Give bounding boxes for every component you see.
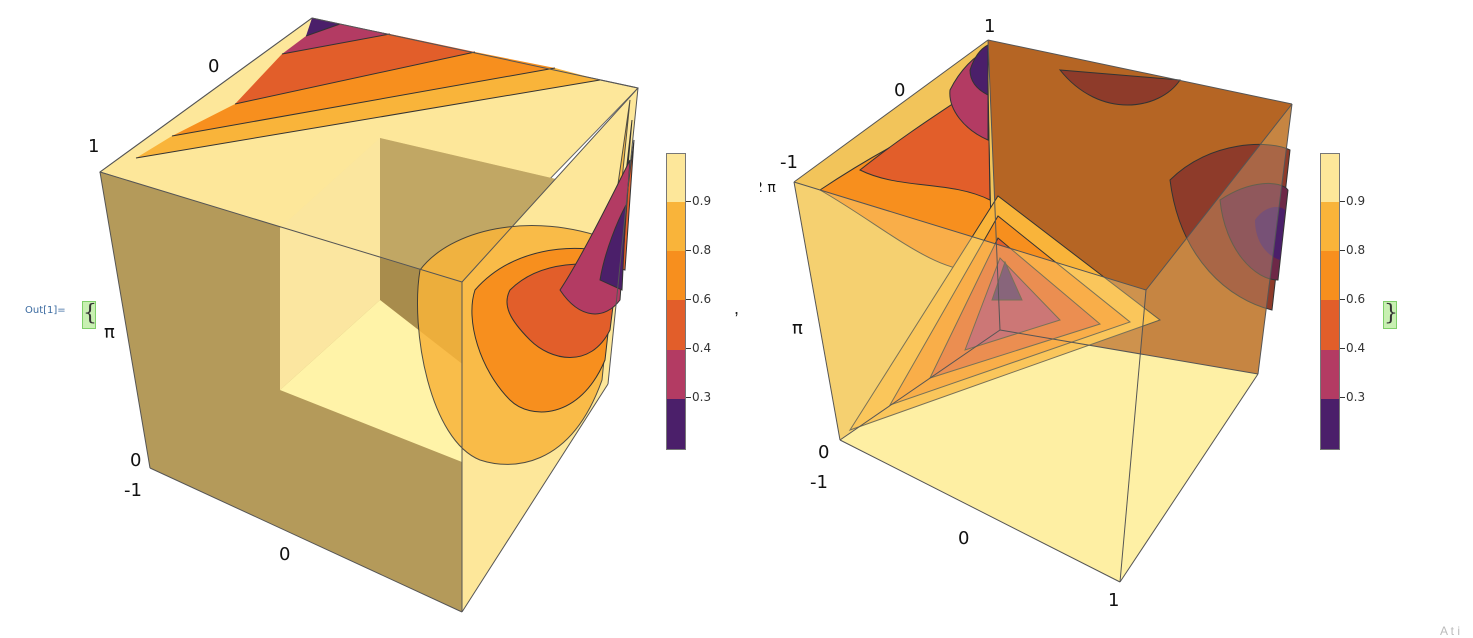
- pyramid-purple: [991, 260, 1023, 301]
- legend-label: 0.9: [1346, 194, 1366, 208]
- legend-label: 0.6: [692, 292, 712, 306]
- contour-plot-3d-left[interactable]: 0 1 π 0 -1 0: [90, 0, 730, 637]
- contour-plot-3d-right[interactable]: 1 0 -1 2 π π 0 -1 0 1: [760, 0, 1460, 637]
- notch-wall-left: [280, 138, 380, 390]
- tick-label: 0: [818, 442, 829, 463]
- tick-label: -1: [810, 472, 828, 493]
- tick-label: 0: [958, 528, 969, 549]
- legend-label: 0.3: [692, 390, 712, 404]
- contour-back-right-top: [1058, 69, 1181, 106]
- legend-label: 0.9: [692, 194, 712, 208]
- contour-band-red: [235, 34, 475, 104]
- color-legend-right: 0.3 0.4 0.6 0.8 0.9: [1320, 153, 1430, 453]
- close-brace-badge[interactable]: }: [1383, 301, 1398, 329]
- legend-label: 0.4: [692, 341, 712, 355]
- tick-label: π: [104, 322, 115, 343]
- tick-label: 1: [1108, 590, 1119, 611]
- tick-label: 1: [90, 136, 99, 157]
- legend-label: 0.8: [1346, 243, 1366, 257]
- legend-bar: [666, 153, 686, 450]
- tick-label: 0: [208, 56, 219, 77]
- color-legend-left: 0.3 0.4 0.6 0.8 0.9: [666, 153, 776, 453]
- pyramid-magenta: [964, 257, 1061, 351]
- contour-band-magenta: [282, 24, 390, 54]
- contour-band-orange: [172, 52, 555, 136]
- tick-label: -1: [780, 152, 798, 173]
- tick-label: -1: [124, 480, 142, 501]
- contour-back-right-magenta: [1219, 182, 1289, 281]
- tick-label: 1: [984, 16, 995, 37]
- legend-label: 0.4: [1346, 341, 1366, 355]
- legend-label: 0.3: [1346, 390, 1366, 404]
- legend-label: 0.8: [692, 243, 712, 257]
- tick-label: 0: [130, 450, 141, 471]
- tick-label: π: [792, 318, 803, 339]
- tick-label: 0: [894, 80, 905, 101]
- output-cell-label: Out[1]=: [25, 305, 66, 316]
- bounding-box: [99, 17, 639, 613]
- contour-back-left-purple: [969, 44, 989, 96]
- bounding-box: [793, 39, 1293, 583]
- tick-label: 0: [279, 544, 290, 565]
- legend-bar: [1320, 153, 1340, 450]
- watermark-text: A t i: [1440, 624, 1461, 638]
- contour-band-amber: [136, 68, 600, 158]
- list-separator: ,: [734, 298, 740, 318]
- legend-label: 0.6: [1346, 292, 1366, 306]
- front-left-face: [794, 182, 1146, 582]
- tick-label: 2 π: [760, 180, 776, 196]
- front-right-face: [1120, 104, 1292, 582]
- open-brace-badge[interactable]: {: [82, 301, 97, 329]
